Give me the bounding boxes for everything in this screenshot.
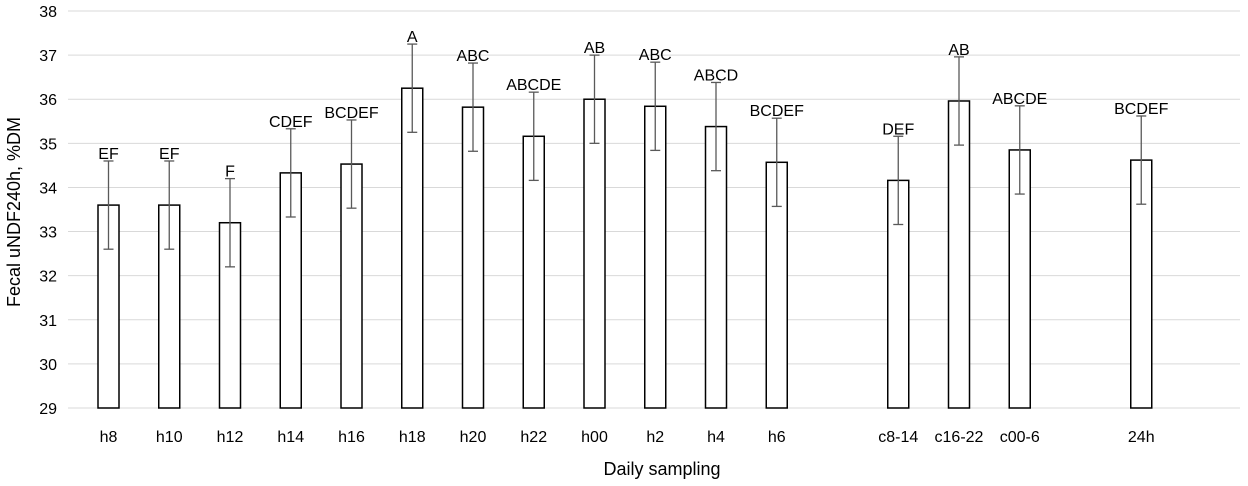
y-tick-label: 35 — [39, 136, 57, 153]
significance-label: A — [407, 29, 418, 46]
significance-label: ABCDE — [992, 91, 1047, 108]
y-tick-label: 32 — [39, 269, 57, 286]
x-tick-label: h10 — [156, 429, 183, 446]
bar — [583, 98, 606, 409]
significance-label: ABC — [457, 48, 490, 65]
x-axis-title: Daily sampling — [603, 459, 720, 479]
bar — [401, 87, 424, 409]
significance-label: ABCD — [694, 67, 738, 84]
significance-label: BCDEF — [1114, 101, 1168, 118]
x-tick-label: h2 — [646, 429, 664, 446]
x-tick-label: h16 — [338, 429, 365, 446]
bars — [97, 87, 1153, 409]
y-tick-label: 29 — [39, 401, 57, 418]
x-tick-label: h20 — [460, 429, 487, 446]
x-tick-label: c16-22 — [935, 429, 984, 446]
significance-labels: EF EF F CDEF BCDEF A ABC ABCDE AB ABC ABCD BCDEF DEF… — [98, 29, 1168, 181]
significance-label: DEF — [882, 121, 914, 138]
y-tick-label: 34 — [39, 180, 57, 197]
x-tick-label: 24h — [1128, 429, 1155, 446]
x-axis-ticks: h8 h10 h12 h14 h16 h18 h20 h22 h00 h2 h4 h6 c8-14 c16… — [100, 429, 1155, 446]
y-tick-label: 37 — [39, 48, 57, 65]
y-tick-label: 30 — [39, 357, 57, 374]
bar — [644, 105, 667, 409]
x-tick-label: h00 — [581, 429, 608, 446]
x-tick-label: h14 — [277, 429, 304, 446]
x-tick-label: c00-6 — [1000, 429, 1040, 446]
significance-label: BCDEF — [750, 103, 804, 120]
significance-label: ABC — [639, 47, 672, 64]
significance-label: F — [225, 164, 235, 181]
bar — [461, 106, 485, 409]
y-tick-label: 33 — [39, 225, 57, 242]
significance-label: BCDEF — [324, 105, 378, 122]
x-tick-label: c8-14 — [878, 429, 918, 446]
significance-label: AB — [584, 40, 605, 57]
y-tick-label: 36 — [39, 92, 57, 109]
x-tick-label: h22 — [520, 429, 547, 446]
x-tick-label: h4 — [707, 429, 725, 446]
bar — [947, 100, 971, 409]
significance-label: EF — [98, 146, 119, 163]
significance-label: ABCDE — [506, 77, 561, 94]
significance-label: AB — [948, 42, 969, 59]
y-axis-title: Fecal uNDF240h, %DM — [4, 117, 24, 307]
y-tick-label: 38 — [39, 4, 57, 21]
x-tick-label: h18 — [399, 429, 426, 446]
x-tick-label: h8 — [100, 429, 118, 446]
significance-label: CDEF — [269, 114, 313, 131]
significance-label: EF — [159, 146, 180, 163]
error-bars — [103, 43, 1147, 268]
y-axis-ticks: 29 30 31 32 33 34 35 36 37 38 — [39, 4, 57, 418]
x-tick-label: h6 — [768, 429, 786, 446]
x-tick-label: h12 — [217, 429, 244, 446]
y-tick-label: 31 — [39, 313, 57, 330]
